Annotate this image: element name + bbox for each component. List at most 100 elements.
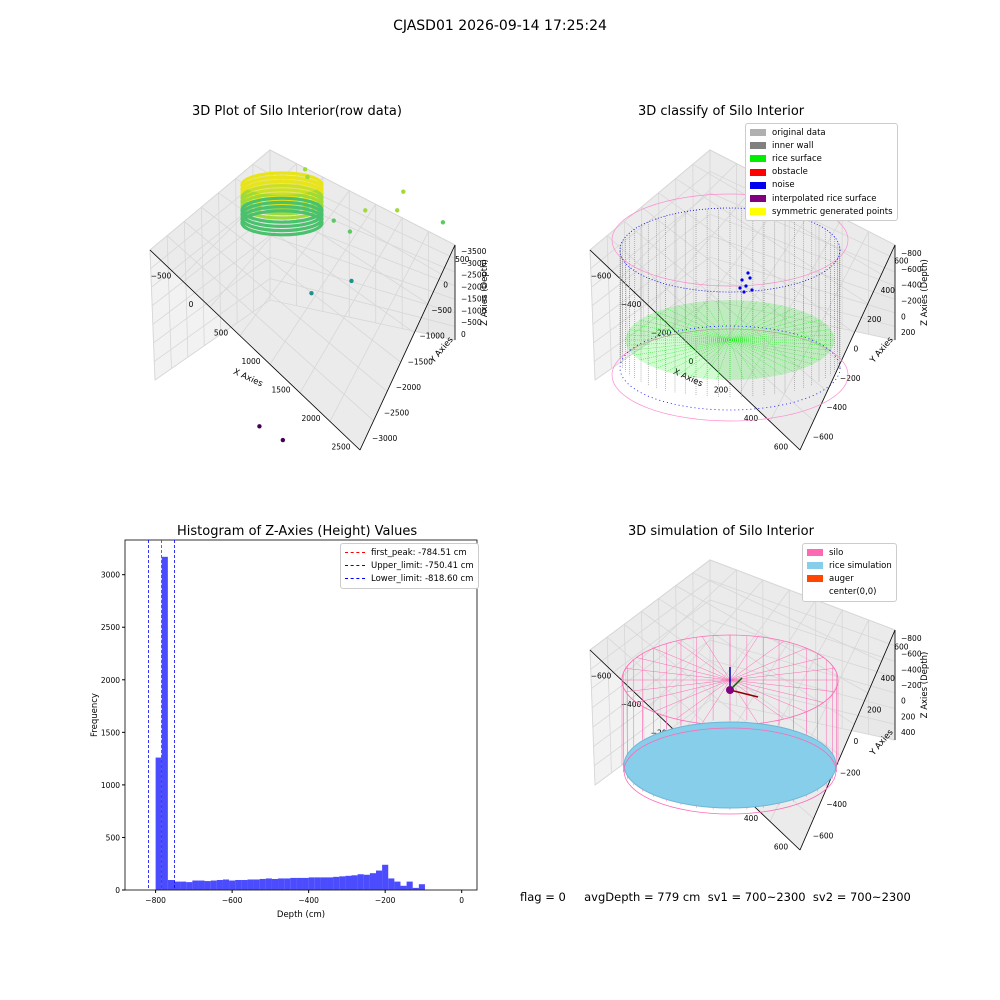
panel4-title: 3D simulation of Silo Interior xyxy=(628,524,814,539)
rice-surface-line xyxy=(677,339,731,375)
z-tick-label: −1500 xyxy=(461,294,487,303)
histogram-bar xyxy=(192,880,199,890)
x-tick-label: 0 xyxy=(689,357,694,366)
histogram-bar xyxy=(296,877,303,890)
legend-line xyxy=(345,552,365,554)
x-tick-label: 1000 xyxy=(241,357,260,366)
legend-swatch xyxy=(807,562,823,570)
legend-item: inner wall xyxy=(750,139,893,152)
legend-label: rice surface xyxy=(772,153,822,164)
silo-roof-wire xyxy=(729,647,807,681)
rice-surface-line xyxy=(716,339,731,380)
silo-roof-wire xyxy=(729,636,759,681)
z-tick-label: 400 xyxy=(901,728,916,737)
histogram-bar xyxy=(406,881,413,890)
rice-simulation-surface xyxy=(623,721,837,809)
legend-item: Lower_limit: -818.60 cm xyxy=(345,572,474,585)
histogram-bar xyxy=(327,877,334,890)
z-tick-label: −600 xyxy=(901,650,922,659)
histogram-bar xyxy=(382,864,389,890)
figure-suptitle: CJASD01 2026-09-14 17:25:24 xyxy=(393,18,607,34)
status-footer: flag = 0 avgDepth = 779 cm sv1 = 700~230… xyxy=(520,890,911,904)
histogram-bar xyxy=(418,884,425,890)
silo-roof-wire xyxy=(729,668,835,681)
legend-label: inner wall xyxy=(772,140,814,151)
legend-line xyxy=(345,565,365,567)
x-tick-label: 500 xyxy=(214,328,229,337)
y-tick-label: −1500 xyxy=(408,357,434,366)
center-point xyxy=(726,686,734,694)
legend-swatch xyxy=(807,549,823,557)
y-tick-label: −600 xyxy=(813,831,834,840)
x-tick-label: 0 xyxy=(459,896,464,905)
legend-item: original data xyxy=(750,126,893,139)
y-tick-label: −600 xyxy=(813,432,834,441)
histogram-bar xyxy=(333,876,340,890)
outlier-point xyxy=(440,220,446,225)
x-tick-label: 0 xyxy=(189,300,194,309)
histogram-bar xyxy=(259,878,266,890)
panel2-legend: original data inner wall rice surface obsta… xyxy=(745,123,898,222)
histogram-bar xyxy=(278,878,285,890)
histogram-bar xyxy=(388,878,395,890)
x-tick-label: −500 xyxy=(151,271,172,280)
rice-surface-line xyxy=(629,329,731,341)
outlier-point xyxy=(401,189,406,194)
outlier-point xyxy=(302,167,308,172)
grid-line xyxy=(658,192,855,335)
noise-ring xyxy=(619,207,841,293)
histogram-bar xyxy=(290,877,297,890)
rice-surface-line xyxy=(639,319,731,341)
panel1-raw-scatter-3d: −500 0 500 1000 1500 2000 2500 −3000 −2500 −2000 −… xyxy=(149,148,490,452)
x-tick-label: 1500 xyxy=(271,386,290,395)
z-tick-label: 200 xyxy=(901,712,916,721)
silo-roof-wire xyxy=(701,636,731,681)
legend-item: rice surface xyxy=(750,152,893,165)
y-tick-label: 200 xyxy=(867,706,882,715)
y-axis-line xyxy=(799,244,896,451)
rice-surface-line xyxy=(729,329,831,341)
histogram-bar xyxy=(229,880,236,890)
histogram-bar xyxy=(204,881,211,890)
plot-frame xyxy=(124,539,478,891)
panel3-legend: first_peak: -784.51 cm Upper_limit: -750.… xyxy=(340,543,479,589)
rice-surface-line xyxy=(729,319,821,341)
y-tick-label: −2500 xyxy=(384,409,410,418)
z-axis-label: Z Axies (Depth) xyxy=(920,259,930,326)
legend-label: symmetric generated points xyxy=(772,206,893,217)
histogram-bar xyxy=(235,880,242,890)
grid-line xyxy=(709,559,896,700)
histogram-bar xyxy=(253,879,260,890)
y-tick-label: 500 xyxy=(106,833,121,842)
z-tick-label: −2500 xyxy=(461,271,487,280)
legend-swatch xyxy=(750,142,766,150)
noise-point xyxy=(742,290,746,294)
rice-surface-line xyxy=(729,339,827,356)
noise-point xyxy=(748,276,752,280)
outlier-point xyxy=(347,229,353,234)
y-tick-label: 0 xyxy=(854,737,859,746)
grid-line xyxy=(252,163,442,312)
x-tick-label: −800 xyxy=(145,896,166,905)
grid-line xyxy=(594,299,896,381)
y-tick-label: 1500 xyxy=(101,728,120,737)
grid-line xyxy=(675,585,869,725)
cluster-top xyxy=(244,175,320,195)
legend-item: symmetric generated points xyxy=(750,205,893,218)
rice-surface-line xyxy=(716,300,731,341)
histogram-bar xyxy=(155,757,162,890)
outlier-point xyxy=(331,218,336,223)
y-tick-label: −3000 xyxy=(372,434,398,443)
grid-line xyxy=(692,163,882,312)
y-tick-label: 600 xyxy=(894,257,909,266)
grid-line xyxy=(201,206,401,363)
x-tick-label: 400 xyxy=(744,414,759,423)
panel3-histogram: −800 −600 −400 −200 0 0 500 1000 1500 2000 2500 300… xyxy=(90,539,478,920)
y-axis-line xyxy=(359,244,456,451)
legend-label: silo xyxy=(829,547,844,558)
legend-label: original data xyxy=(772,127,826,138)
z-axis-label: Z Axies (Depth) xyxy=(920,652,930,719)
legend-label: rice simulation xyxy=(829,560,892,571)
y-tick-label: 0 xyxy=(115,886,120,895)
cluster-ring-band xyxy=(240,209,324,237)
